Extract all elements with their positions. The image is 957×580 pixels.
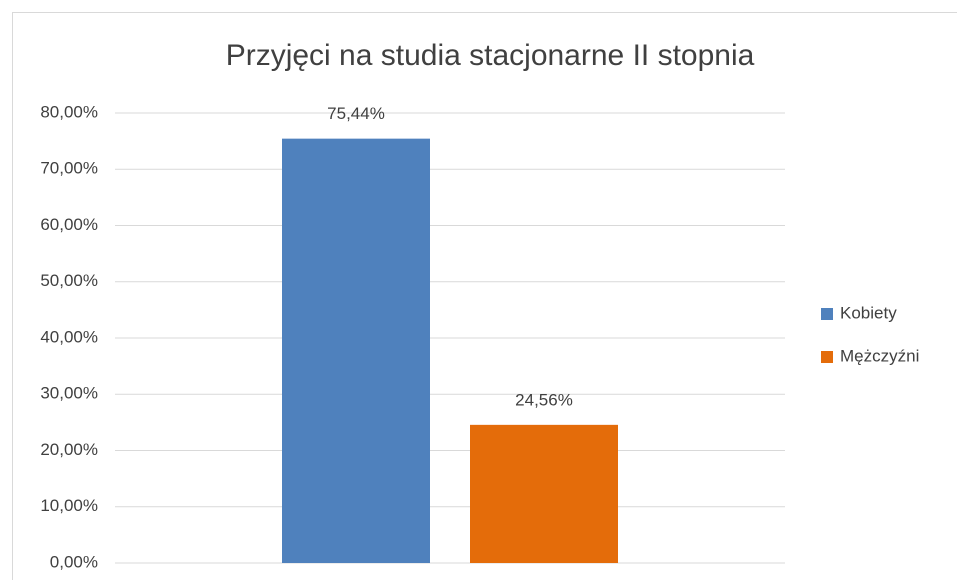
data-label: 24,56% bbox=[515, 390, 573, 409]
legend-label: Mężczyźni bbox=[840, 346, 919, 365]
legend-label: Kobiety bbox=[840, 303, 897, 322]
bar bbox=[470, 424, 618, 563]
legend-swatch bbox=[821, 308, 833, 320]
y-tick-label: 50,00% bbox=[40, 271, 98, 290]
y-tick-label: 60,00% bbox=[40, 215, 98, 234]
bar bbox=[282, 138, 430, 563]
y-tick-label: 10,00% bbox=[40, 496, 98, 515]
legend-swatch bbox=[821, 351, 833, 363]
y-tick-label: 0,00% bbox=[50, 552, 98, 571]
data-label: 75,44% bbox=[327, 104, 385, 123]
y-tick-label: 20,00% bbox=[40, 440, 98, 459]
y-tick-label: 70,00% bbox=[40, 159, 98, 178]
y-tick-label: 80,00% bbox=[40, 102, 98, 121]
y-tick-label: 40,00% bbox=[40, 327, 98, 346]
y-tick-label: 30,00% bbox=[40, 384, 98, 403]
chart-title: Przyjęci na studia stacjonarne II stopni… bbox=[226, 39, 755, 72]
